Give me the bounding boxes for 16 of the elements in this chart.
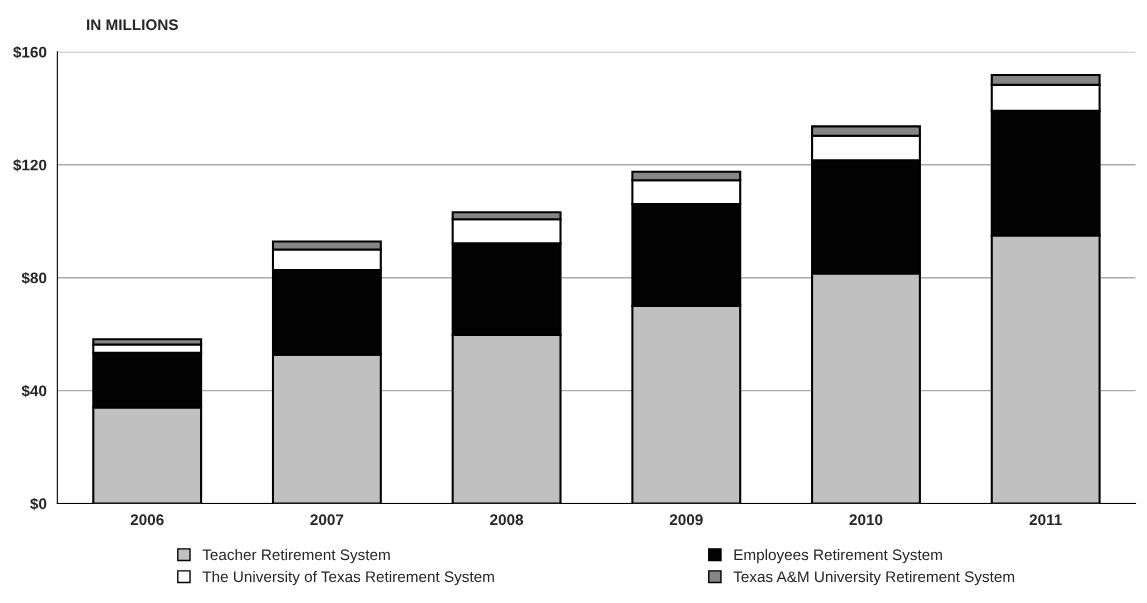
y-tick-label: $120 bbox=[13, 158, 47, 172]
x-tick-label: 2011 bbox=[1029, 514, 1062, 526]
x-tick-label: 2009 bbox=[669, 514, 703, 526]
x-tick-label: 2007 bbox=[310, 514, 344, 526]
legend-label: Texas A&M University Retirement System bbox=[733, 570, 1015, 586]
y-tick-label: $40 bbox=[21, 384, 47, 398]
y-tick-label: $80 bbox=[21, 271, 47, 285]
x-tick-label: 2010 bbox=[849, 514, 883, 526]
legend-label: The University of Texas Retirement System bbox=[202, 570, 494, 586]
x-tick-label: 2006 bbox=[130, 514, 164, 526]
legend-label: Teacher Retirement System bbox=[202, 548, 390, 564]
y-tick-label: $160 bbox=[13, 46, 47, 59]
y-axis-title: IN MILLIONS bbox=[87, 19, 178, 31]
y-tick-label: $0 bbox=[30, 497, 47, 511]
legend-label: Employees Retirement System bbox=[734, 548, 942, 564]
x-tick-label: 2008 bbox=[490, 514, 524, 526]
